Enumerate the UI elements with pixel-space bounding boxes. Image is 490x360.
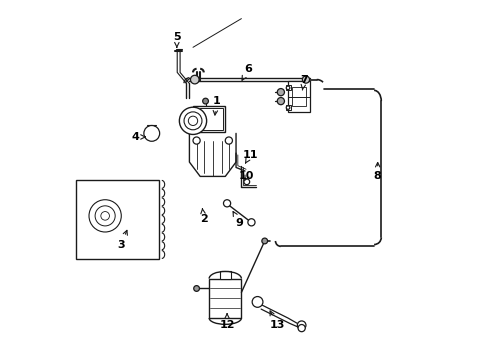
Circle shape <box>191 75 199 84</box>
Circle shape <box>194 285 199 291</box>
Bar <box>200 108 223 130</box>
Text: 2: 2 <box>200 209 208 224</box>
Text: 12: 12 <box>220 314 235 330</box>
Circle shape <box>179 107 207 134</box>
Circle shape <box>248 219 255 226</box>
Text: 5: 5 <box>173 32 181 47</box>
Circle shape <box>225 137 232 144</box>
Bar <box>288 81 310 112</box>
Text: 13: 13 <box>270 311 285 330</box>
Text: 8: 8 <box>374 162 382 181</box>
Circle shape <box>89 200 122 232</box>
Circle shape <box>144 126 160 141</box>
Circle shape <box>286 106 290 109</box>
Text: 4: 4 <box>132 132 146 142</box>
Circle shape <box>277 98 285 105</box>
Circle shape <box>302 76 310 83</box>
Bar <box>193 107 225 132</box>
Circle shape <box>184 112 202 130</box>
Bar <box>76 180 159 259</box>
Bar <box>209 279 242 318</box>
Circle shape <box>252 297 263 307</box>
Bar <box>286 85 291 90</box>
Circle shape <box>277 89 285 96</box>
Circle shape <box>223 200 231 207</box>
Circle shape <box>188 116 197 126</box>
Text: 9: 9 <box>233 212 244 228</box>
Bar <box>292 87 306 107</box>
Text: 1: 1 <box>213 96 220 115</box>
Circle shape <box>298 324 305 332</box>
Circle shape <box>203 98 208 104</box>
Text: 10: 10 <box>239 171 254 181</box>
Circle shape <box>244 179 250 185</box>
Circle shape <box>95 206 115 226</box>
Text: 7: 7 <box>300 75 308 90</box>
Circle shape <box>101 212 109 220</box>
Circle shape <box>262 238 268 244</box>
Text: 6: 6 <box>242 64 252 80</box>
Bar <box>220 271 231 279</box>
Circle shape <box>286 86 290 90</box>
Circle shape <box>193 137 200 144</box>
Text: 11: 11 <box>243 150 258 163</box>
Bar <box>286 105 291 110</box>
Text: 3: 3 <box>118 230 127 249</box>
Circle shape <box>297 321 306 329</box>
